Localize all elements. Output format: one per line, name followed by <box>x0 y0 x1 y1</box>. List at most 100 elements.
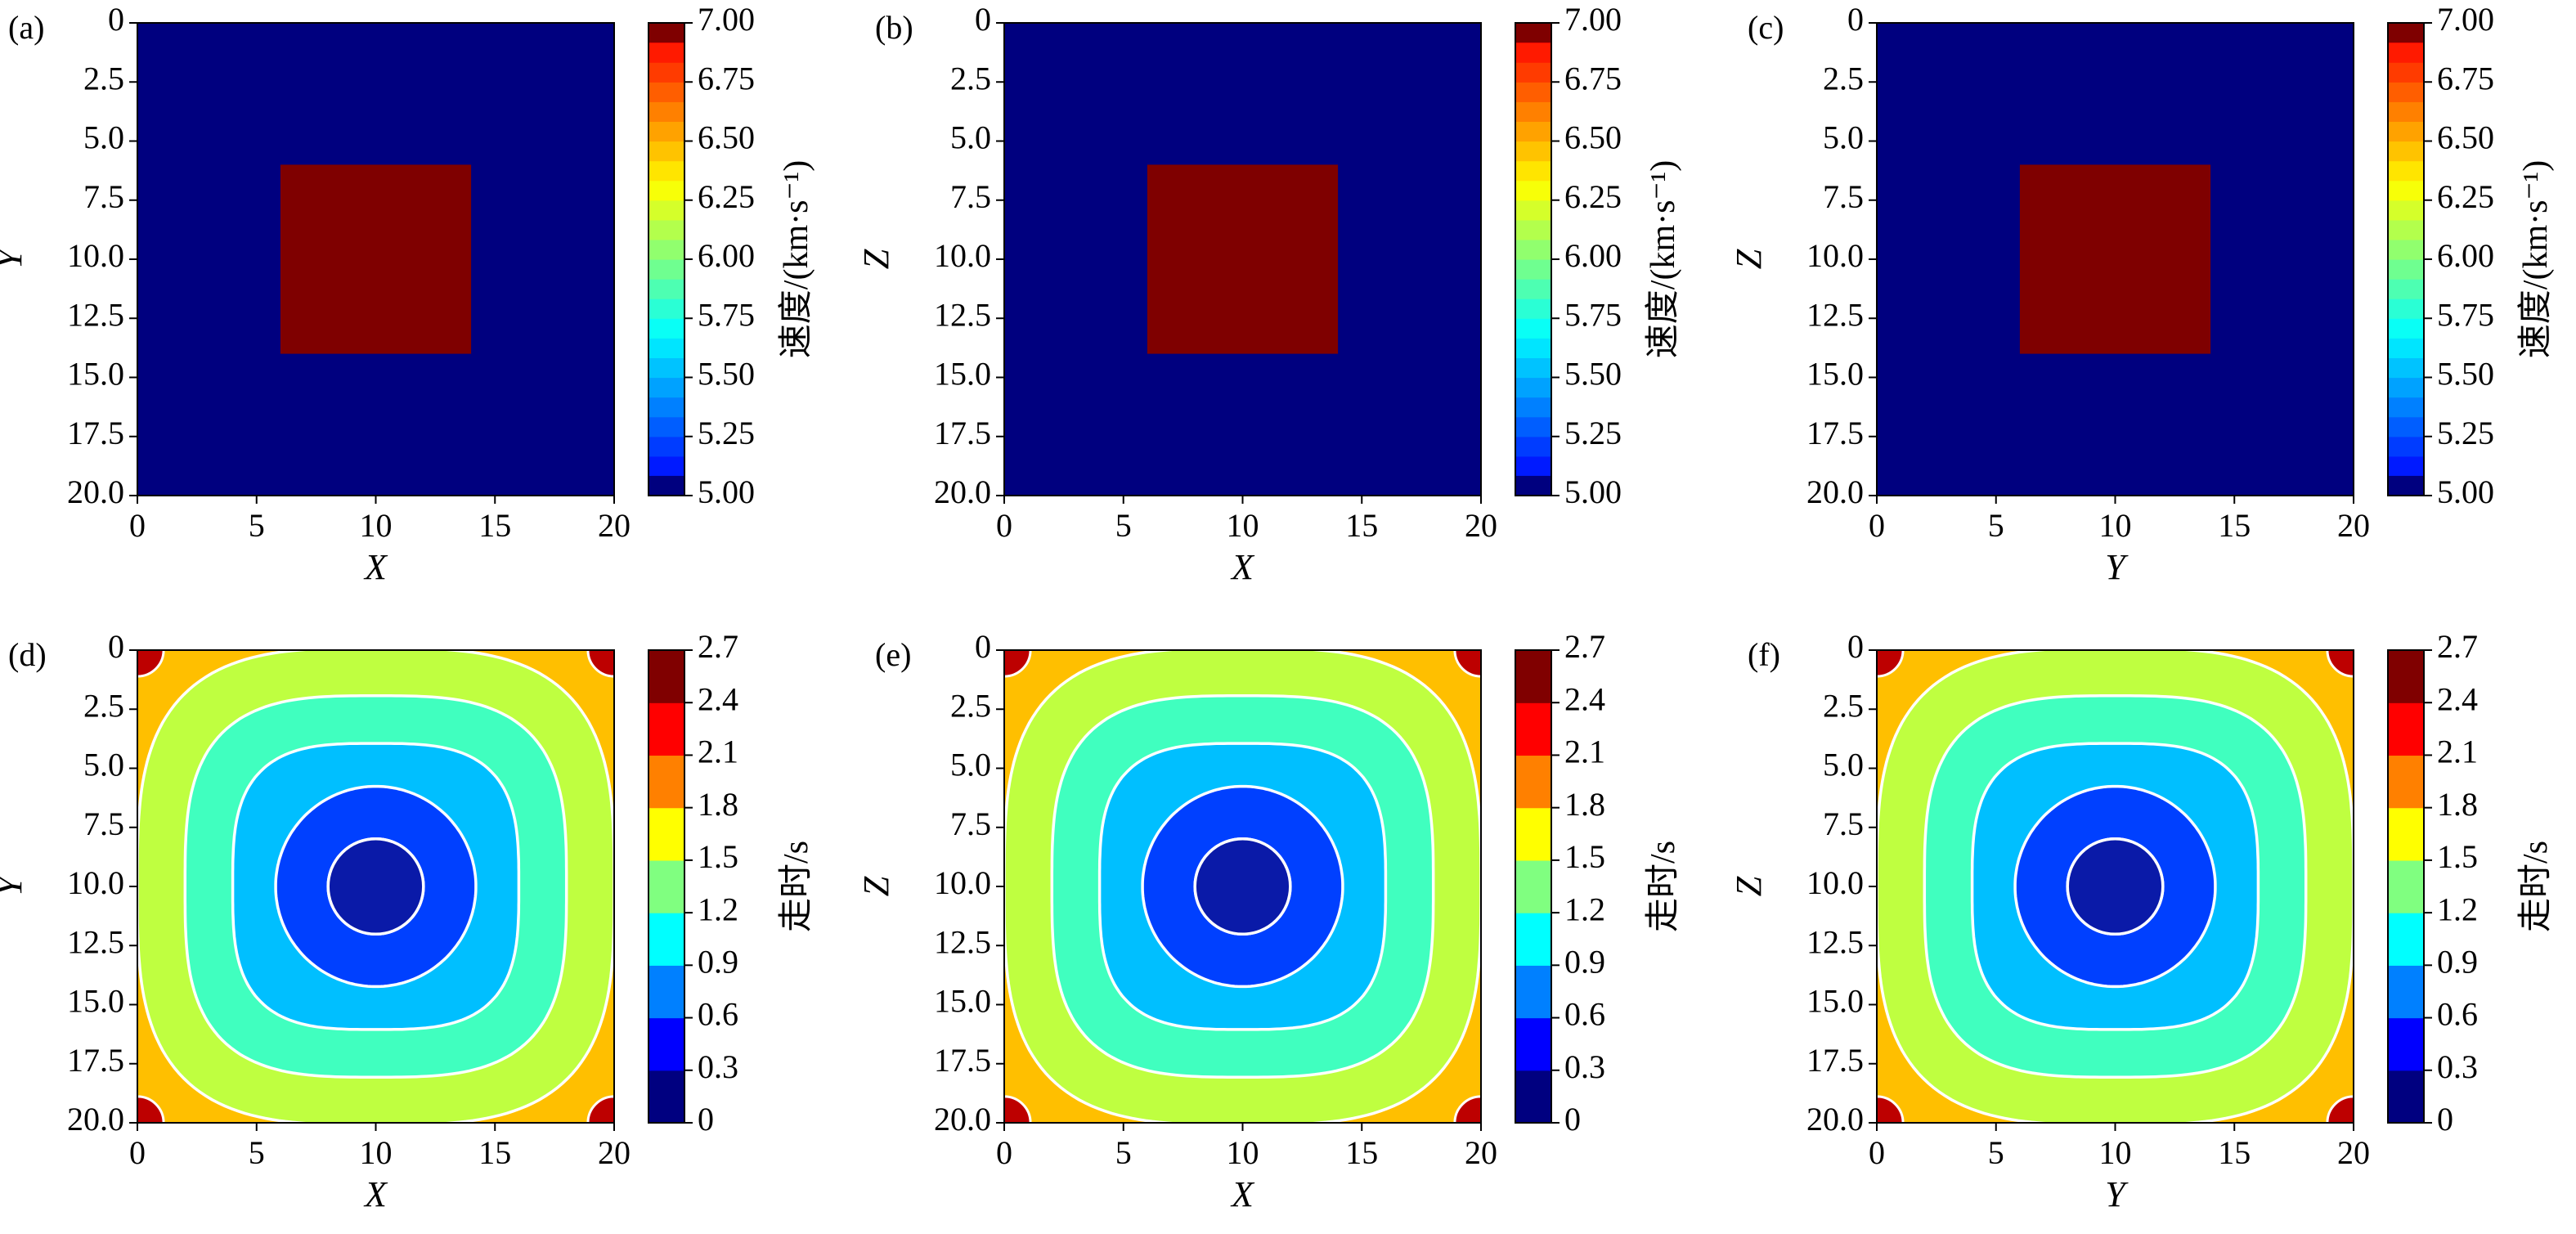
colorbar-tick-label: 1.5 <box>2437 838 2478 875</box>
x-tick-label: 20 <box>1465 1134 1497 1171</box>
colorbar-tick-label: 1.8 <box>698 786 738 823</box>
colorbar-segment <box>2388 338 2424 359</box>
colorbar-tick-label: 5.00 <box>698 473 755 510</box>
y-tick-label: 12.5 <box>1806 296 1864 333</box>
colorbar-segment <box>648 219 684 240</box>
colorbar-segment <box>2388 259 2424 280</box>
colorbar-tick-label: 2.7 <box>698 628 738 665</box>
colorbar-segment <box>2388 239 2424 260</box>
panel-d: 0 5 10 15 20 0 2.5 5.0 7.5 10.0 12.5 15.0 17.5 20.0 (d… <box>0 628 815 1214</box>
colorbar-segment <box>648 259 684 280</box>
colorbar-segment <box>2388 200 2424 221</box>
colorbar-segment <box>648 101 684 123</box>
colorbar-tick-label: 6.50 <box>2437 119 2494 156</box>
x-tick-label: 0 <box>129 507 146 544</box>
y-tick-label: 2.5 <box>950 60 991 96</box>
y-tick-label: 15.0 <box>934 356 991 393</box>
colorbar-tick-label: 0.3 <box>2437 1048 2478 1085</box>
y-axis-label: Z <box>1729 876 1769 896</box>
colorbar-segment <box>648 416 684 438</box>
colorbar-segment <box>648 807 684 861</box>
plot-area <box>1004 650 1481 1123</box>
colorbar-frame <box>1515 649 1552 1124</box>
colorbar-tick-label: 0.6 <box>1564 996 1605 1033</box>
colorbar-segment <box>2388 1070 2424 1124</box>
colorbar-tick-label: 2.1 <box>698 734 738 770</box>
colorbar-segment <box>1515 160 1551 182</box>
colorbar-segment <box>1515 141 1551 162</box>
colorbar-segment <box>648 141 684 162</box>
y-tick-label: 7.5 <box>950 805 991 842</box>
y-tick-label: 17.5 <box>934 1042 991 1079</box>
colorbar-label: 走时/s <box>778 841 815 932</box>
x-axis-label: X <box>1230 1174 1255 1214</box>
colorbar-tick-label: 0 <box>2437 1101 2453 1138</box>
panel-label: (f) <box>1748 636 1780 673</box>
colorbar-tick-label: 5.25 <box>1564 415 1622 451</box>
y-tick-label: 0 <box>975 1 991 38</box>
colorbar-segment <box>1515 180 1551 201</box>
colorbar-segment <box>1515 82 1551 102</box>
y-tick-label: 0 <box>1847 628 1864 665</box>
colorbar-segment <box>2388 455 2424 477</box>
x-tick-label: 15 <box>1345 1134 1378 1171</box>
colorbar-tick-label: 6.50 <box>1564 119 1622 156</box>
y-tick-label: 0 <box>108 628 124 665</box>
y-tick-label: 20.0 <box>1806 1101 1864 1138</box>
colorbar-tick-label: 0.9 <box>698 944 738 980</box>
colorbar-tick-label: 0.3 <box>698 1048 738 1085</box>
colorbar-segment <box>2388 702 2424 756</box>
colorbar-segment <box>1515 43 1551 63</box>
colorbar-segment <box>1515 1070 1551 1124</box>
y-axis-label: Z <box>1729 249 1769 269</box>
colorbar-segment <box>2388 62 2424 83</box>
colorbar: 5.00 5.25 5.50 5.75 6.00 6.25 6.50 6.75 7.00 速度/(… <box>2387 1 2555 510</box>
colorbar-tick-label: 6.25 <box>1564 178 1622 215</box>
x-tick-label: 20 <box>598 1134 631 1171</box>
x-tick-label: 5 <box>1115 507 1132 544</box>
y-tick-label: 12.5 <box>67 296 124 333</box>
y-tick-label: 17.5 <box>1806 1042 1864 1079</box>
colorbar-tick-label: 5.00 <box>2437 473 2494 510</box>
y-tick-label: 17.5 <box>934 415 991 451</box>
colorbar-tick-label: 2.4 <box>698 680 738 717</box>
colorbar-segment <box>2388 859 2424 913</box>
colorbar-segment <box>648 279 684 299</box>
colorbar-tick-label: 5.50 <box>2437 356 2494 393</box>
colorbar-segment <box>1515 397 1551 418</box>
colorbar-tick-label: 2.7 <box>1564 628 1605 665</box>
panel-f: 0 5 10 15 20 0 2.5 5.0 7.5 10.0 12.5 15.0 17.5 20.0 (f… <box>1729 628 2555 1214</box>
colorbar-segment <box>648 298 684 319</box>
x-tick-label: 15 <box>2218 507 2251 544</box>
x-axis-label: Y <box>2105 1174 2129 1214</box>
colorbar-segment <box>1515 702 1551 756</box>
panel-a: 0 5 10 15 20 0 2.5 5.0 7.5 10.0 12.5 15.0 17.5 20.0 (a… <box>0 1 815 587</box>
y-axis-label: Z <box>856 249 896 269</box>
panel-b: 0 5 10 15 20 0 2.5 5.0 7.5 10.0 12.5 15.0 17.5 20.0 (b… <box>856 1 1682 587</box>
x-tick-label: 15 <box>478 1134 511 1171</box>
colorbar-segment <box>1515 23 1551 43</box>
colorbar-segment <box>1515 259 1551 280</box>
x-tick-label: 0 <box>996 507 1012 544</box>
colorbar-segment <box>2388 298 2424 319</box>
colorbar-segment <box>1515 357 1551 379</box>
velocity-anomaly <box>280 164 472 354</box>
contour-band <box>1453 1095 1481 1123</box>
y-tick-label: 0 <box>975 628 991 665</box>
colorbar-segment <box>648 357 684 379</box>
x-tick-label: 5 <box>249 507 265 544</box>
colorbar-label: 速度/(km·s⁻¹) <box>778 160 815 358</box>
colorbar-segment <box>648 43 684 63</box>
plot-area <box>137 23 614 496</box>
y-tick-label: 7.5 <box>950 178 991 215</box>
colorbar-tick-label: 7.00 <box>1564 1 1622 38</box>
colorbar-segment <box>2388 397 2424 418</box>
y-tick-label: 17.5 <box>67 1042 124 1079</box>
contour-band <box>1193 837 1292 936</box>
y-tick-label: 10.0 <box>67 237 124 274</box>
y-tick-label: 20.0 <box>934 473 991 510</box>
x-tick-label: 20 <box>2337 1134 2370 1171</box>
colorbar-segment <box>648 82 684 102</box>
colorbar-segment <box>2388 965 2424 1019</box>
